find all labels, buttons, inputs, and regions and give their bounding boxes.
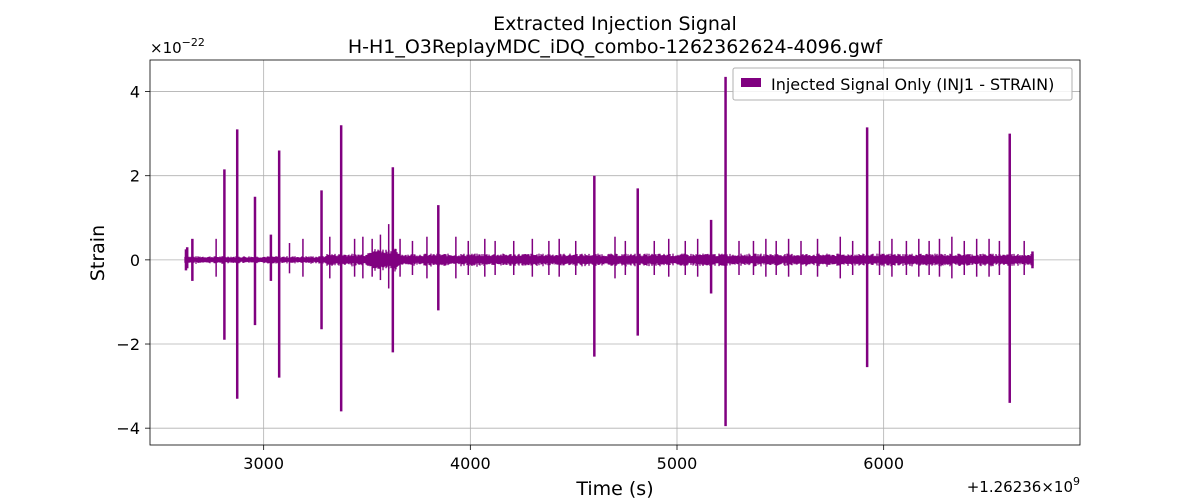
x-axis-label: Time (s) [575,478,653,500]
y-tick-label: 4 [130,83,140,102]
x-offset-exp: 9 [1073,475,1080,488]
chart-subtitle: H-H1_O3ReplayMDC_iDQ_combo-1262362624-40… [348,36,884,58]
y-axis-label: Strain [87,225,109,281]
y-scale-label: ×10−22 [150,36,205,57]
x-tick-label: 4000 [450,454,491,473]
y-scale-base: ×10 [150,39,182,57]
y-axis: −4 −2 0 2 4 [116,83,150,438]
y-tick-label: 0 [130,251,140,270]
x-offset-base: +1.26236×10 [967,478,1073,496]
x-tick-label: 5000 [657,454,698,473]
chart-title: Extracted Injection Signal [493,13,737,35]
legend-label: Injected Signal Only (INJ1 - STRAIN) [771,75,1054,94]
x-tick-label: 6000 [863,454,904,473]
y-scale-exp: −22 [182,36,205,49]
x-axis: 3000 4000 5000 6000 [243,445,904,473]
axes-frame [149,59,1081,446]
y-tick-label: −2 [116,335,140,354]
y-tick-label: 2 [130,167,140,186]
y-tick-label: −4 [116,419,140,438]
legend: Injected Signal Only (INJ1 - STRAIN) [732,67,1073,101]
x-offset-label: +1.26236×109 [967,475,1080,496]
x-tick-label: 3000 [243,454,284,473]
legend-frame [732,67,1073,101]
legend-swatch [741,78,761,87]
plot-area [184,76,1034,427]
